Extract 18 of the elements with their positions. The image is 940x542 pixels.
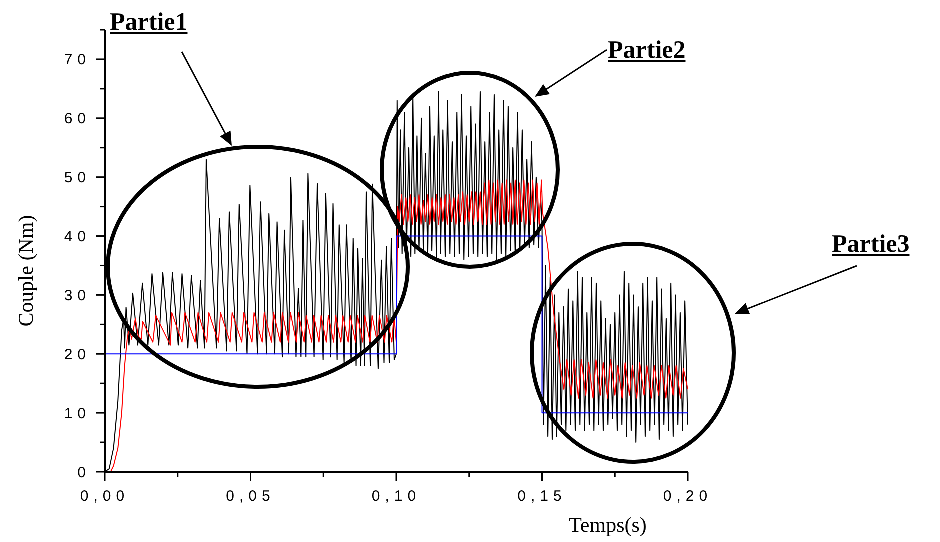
text: Partie3 (832, 231, 910, 258)
annotation: Partie2 (608, 37, 686, 64)
x-tick-label: 0,15 (518, 488, 567, 505)
x-tick-label: 0,10 (372, 488, 422, 505)
y-tick-label: 50 (64, 170, 91, 187)
y-tick-label: 0 (78, 464, 91, 482)
y-tick-label: 70 (64, 52, 91, 69)
y-tick-label: 10 (64, 405, 91, 422)
annotation: Partie1 (110, 9, 188, 36)
x-tick-label: 0,05 (226, 488, 276, 505)
x-tick-label: 0,00 (80, 488, 130, 505)
y-axis-title: Couple (Nm) (14, 215, 38, 327)
y-tick-label: 40 (64, 228, 91, 246)
y-tick-label: 30 (64, 287, 91, 304)
x-axis-title: Temps(s) (569, 513, 647, 537)
x-tick-label: 0,20 (663, 488, 713, 505)
y-tick-label: 60 (64, 110, 91, 128)
y-tick-label: 20 (64, 346, 91, 364)
